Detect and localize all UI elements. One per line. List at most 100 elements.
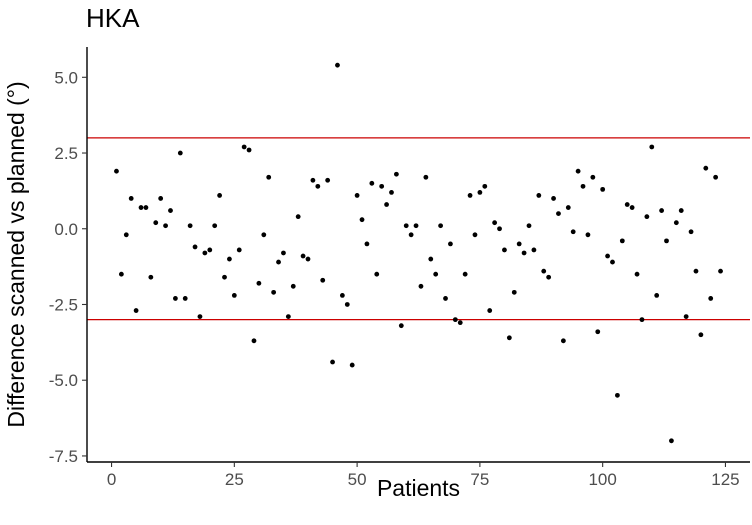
data-point	[565, 205, 571, 210]
data-point	[634, 271, 640, 277]
x-tick-label: 0	[107, 470, 116, 489]
data-point	[536, 193, 542, 198]
data-point	[526, 223, 532, 229]
data-point	[428, 256, 434, 262]
data-point	[158, 196, 164, 201]
data-point	[320, 277, 326, 283]
data-point	[403, 223, 409, 229]
data-point	[310, 177, 316, 183]
data-point	[497, 226, 502, 232]
data-point	[659, 208, 664, 213]
x-axis-title: Patients	[377, 475, 460, 501]
data-point	[600, 186, 606, 192]
data-point	[300, 253, 306, 259]
data-point	[374, 271, 380, 277]
data-point	[683, 314, 689, 319]
data-point	[384, 202, 389, 207]
data-point	[379, 183, 385, 189]
data-point	[227, 256, 232, 262]
data-point	[629, 205, 635, 210]
data-point	[177, 150, 183, 156]
data-point	[364, 241, 370, 247]
x-tick-label: 100	[588, 470, 616, 489]
data-point	[457, 320, 463, 326]
data-point	[236, 247, 242, 253]
data-point	[546, 274, 552, 280]
y-axis-ticks: 5.0 2.5 0.0 -2.5 -5.0 -7.5	[49, 68, 87, 466]
data-point	[394, 171, 399, 177]
data-point	[443, 296, 448, 301]
data-point	[585, 232, 591, 238]
data-point	[560, 338, 566, 344]
data-points	[114, 62, 723, 444]
data-point	[418, 283, 424, 289]
data-point	[669, 438, 674, 444]
data-point	[551, 196, 556, 201]
data-point	[664, 238, 669, 244]
x-tick-label: 75	[470, 470, 489, 489]
data-point	[438, 223, 443, 229]
data-point	[256, 280, 262, 286]
data-point	[285, 314, 291, 319]
x-tick-label: 125	[711, 470, 739, 489]
data-point	[708, 296, 714, 301]
data-point	[678, 208, 684, 213]
data-point	[698, 332, 704, 338]
data-point	[276, 259, 281, 265]
y-tick-label: -2.5	[49, 295, 78, 314]
data-point	[330, 359, 335, 365]
data-point	[408, 232, 414, 238]
data-point	[541, 268, 547, 274]
data-point	[688, 229, 694, 235]
data-point	[502, 247, 507, 253]
data-point	[654, 292, 660, 298]
y-axis-title: Difference scanned vs planned (°)	[3, 81, 29, 427]
data-point	[619, 238, 625, 244]
data-point	[492, 220, 498, 226]
data-point	[295, 214, 301, 220]
x-tick-label: 25	[225, 470, 244, 489]
data-point	[128, 196, 134, 201]
data-point	[197, 314, 203, 319]
chart-title: HKA	[86, 3, 140, 33]
data-point	[138, 205, 144, 210]
data-point	[713, 174, 719, 180]
data-point	[615, 392, 620, 398]
data-point	[173, 296, 178, 301]
data-point	[266, 174, 272, 180]
data-point	[261, 232, 267, 238]
data-point	[511, 289, 517, 295]
data-point	[222, 274, 227, 280]
data-point	[202, 250, 208, 256]
data-point	[163, 223, 168, 229]
data-point	[207, 247, 213, 253]
y-tick-label: 2.5	[54, 144, 78, 163]
data-point	[192, 244, 198, 250]
data-point	[718, 268, 723, 274]
data-point	[639, 317, 645, 323]
data-point	[389, 190, 394, 195]
data-point	[467, 193, 473, 198]
data-point	[246, 147, 252, 153]
data-point	[123, 232, 129, 238]
data-point	[452, 317, 458, 323]
data-point	[521, 250, 527, 256]
data-point	[349, 362, 355, 368]
data-point	[241, 144, 247, 150]
data-point	[359, 217, 365, 223]
data-point	[231, 292, 237, 298]
data-point	[271, 289, 277, 295]
data-point	[531, 247, 537, 253]
data-point	[575, 168, 581, 174]
data-point	[339, 292, 345, 298]
data-point	[423, 174, 429, 180]
data-point	[413, 223, 419, 229]
data-point	[369, 180, 375, 186]
y-tick-label: -5.0	[49, 371, 78, 390]
data-point	[590, 174, 596, 180]
data-point	[693, 268, 699, 274]
data-point	[305, 256, 311, 262]
data-point	[580, 183, 586, 189]
x-axis-ticks: 0 25 50 75 100 125	[107, 462, 740, 489]
data-point	[673, 220, 679, 226]
